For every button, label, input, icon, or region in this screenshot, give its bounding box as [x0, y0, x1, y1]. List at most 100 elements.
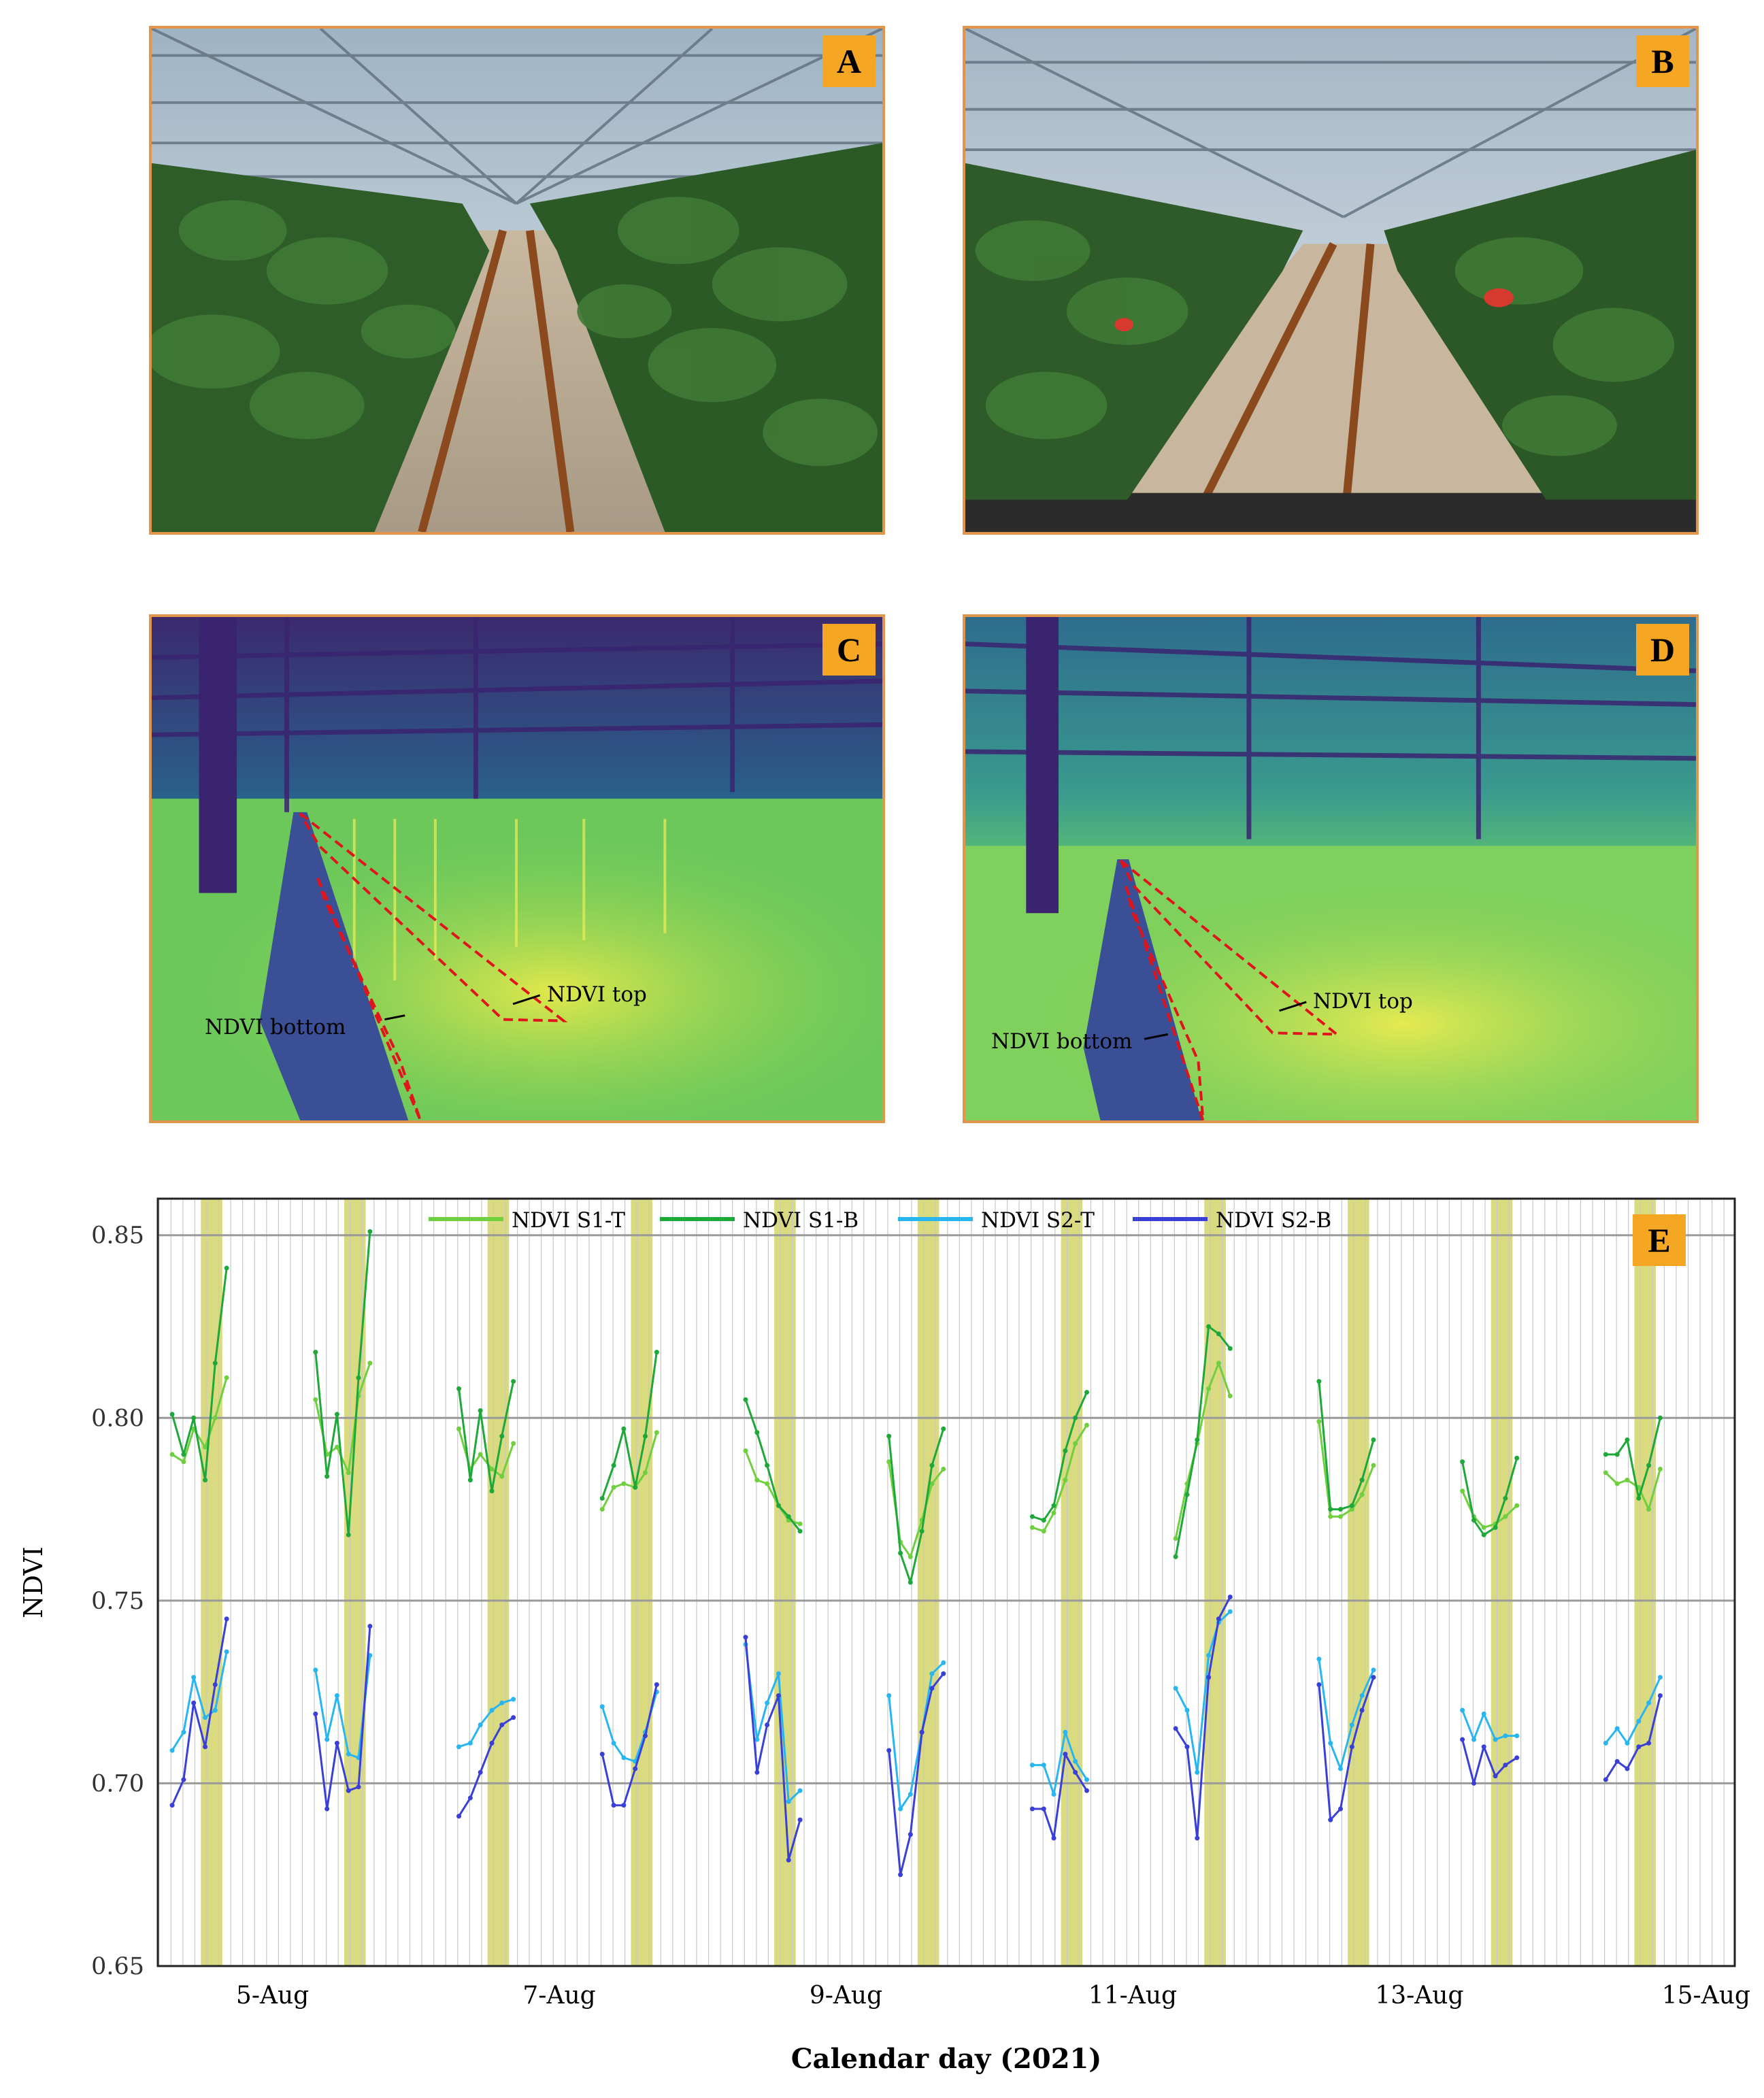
series-line-ndvi-s1-b — [1318, 1381, 1375, 1511]
data-point — [1084, 1390, 1090, 1395]
data-point — [1603, 1470, 1608, 1476]
data-point — [1481, 1525, 1486, 1530]
series-line-ndvi-s2-b — [1605, 1695, 1661, 1780]
y-tick-label: 0.65 — [91, 1953, 144, 1980]
data-point — [1173, 1554, 1178, 1559]
data-point — [169, 1412, 175, 1417]
data-point — [908, 1580, 913, 1585]
x-tick-label: 15-Aug — [1662, 1982, 1750, 2010]
data-point — [212, 1682, 218, 1687]
y-axis-label: NDVI — [18, 1546, 48, 1618]
data-point — [797, 1529, 803, 1534]
data-point — [467, 1795, 473, 1801]
data-point — [1206, 1652, 1212, 1658]
data-point — [367, 1623, 373, 1629]
data-point — [1084, 1788, 1090, 1793]
data-point — [929, 1671, 935, 1676]
data-point — [203, 1744, 208, 1750]
data-point — [1657, 1693, 1663, 1699]
data-point — [511, 1697, 516, 1702]
data-point — [1051, 1835, 1056, 1841]
ndvi-panel-d: NDVI top NDVI bottom D — [963, 614, 1699, 1123]
data-point — [1349, 1507, 1354, 1512]
data-point — [456, 1814, 462, 1819]
data-point — [356, 1375, 361, 1380]
data-point — [313, 1350, 318, 1355]
series-line-ndvi-s2-b — [744, 1637, 801, 1861]
data-point — [1041, 1529, 1046, 1534]
data-point — [1041, 1518, 1046, 1523]
data-point — [941, 1466, 946, 1471]
data-point — [621, 1755, 627, 1761]
data-point — [797, 1521, 803, 1527]
data-point — [765, 1481, 770, 1486]
data-point — [489, 1466, 495, 1471]
data-point — [467, 1478, 473, 1483]
data-point — [654, 1350, 659, 1355]
data-point — [1073, 1415, 1078, 1420]
data-point — [467, 1740, 473, 1746]
data-point — [1481, 1711, 1486, 1716]
data-point — [169, 1748, 175, 1753]
data-point — [1359, 1708, 1365, 1713]
data-point — [599, 1704, 605, 1710]
data-point — [1316, 1656, 1322, 1662]
ndvi-time-series-chart: 0.65 0.70 0.75 0.80 0.85 5-Aug 7-Aug 9-Aug 11-A… — [0, 1184, 1764, 2098]
roi-label-bottom-c: NDVI bottom — [205, 1015, 346, 1039]
data-point — [776, 1503, 781, 1508]
data-point — [621, 1803, 627, 1808]
data-point — [797, 1788, 803, 1793]
data-point — [786, 1799, 791, 1804]
series-line-ndvi-s2-b — [888, 1673, 944, 1876]
data-point — [1625, 1478, 1630, 1483]
data-point — [511, 1715, 516, 1720]
data-point — [203, 1478, 208, 1483]
series-line-ndvi-s2-b — [1318, 1677, 1375, 1821]
data-point — [1359, 1492, 1365, 1497]
data-point — [1338, 1514, 1343, 1519]
data-point — [1338, 1806, 1343, 1812]
data-point — [599, 1495, 605, 1501]
data-point — [203, 1444, 208, 1450]
data-point — [1460, 1737, 1465, 1742]
data-point — [1603, 1452, 1608, 1457]
data-point — [941, 1671, 946, 1676]
series-line-ndvi-s1-b — [314, 1231, 371, 1536]
data-point — [743, 1448, 748, 1454]
data-point — [334, 1693, 339, 1699]
data-point — [1051, 1503, 1056, 1508]
data-point — [1063, 1729, 1068, 1735]
data-point — [1227, 1594, 1233, 1599]
data-point — [1184, 1708, 1190, 1713]
series-line-ndvi-s1-b — [171, 1267, 228, 1482]
roi-label-top-c: NDVI top — [547, 982, 647, 1007]
series-line-ndvi-s2-b — [601, 1684, 658, 1807]
data-point — [1206, 1324, 1212, 1329]
data-point — [1338, 1766, 1343, 1771]
data-point — [898, 1872, 903, 1878]
series-line-ndvi-s2-t — [888, 1662, 944, 1810]
data-point — [919, 1529, 925, 1534]
data-point — [324, 1737, 330, 1742]
data-point — [941, 1660, 946, 1665]
y-tick-label: 0.70 — [91, 1770, 144, 1797]
data-point — [642, 1733, 648, 1739]
data-point — [786, 1857, 791, 1863]
series-line-ndvi-s1-b — [1174, 1325, 1231, 1557]
data-point — [1371, 1675, 1376, 1680]
panel-label-c: C — [822, 624, 876, 676]
data-point — [1481, 1532, 1486, 1537]
series-line-ndvi-s2-t — [1605, 1677, 1661, 1744]
ndvi-panel-c: NDVI top NDVI bottom C — [149, 614, 885, 1123]
data-point — [1503, 1495, 1508, 1501]
data-point — [1173, 1726, 1178, 1731]
data-point — [1514, 1455, 1520, 1461]
series-line-ndvi-s2-t — [1174, 1610, 1231, 1774]
legend-label: NDVI S1-T — [512, 1208, 625, 1233]
data-point — [1493, 1774, 1498, 1779]
x-tick-label: 7-Aug — [522, 1982, 595, 2010]
data-point — [1646, 1507, 1652, 1512]
data-point — [499, 1722, 505, 1727]
data-point — [1646, 1740, 1652, 1746]
data-point — [1349, 1722, 1354, 1727]
